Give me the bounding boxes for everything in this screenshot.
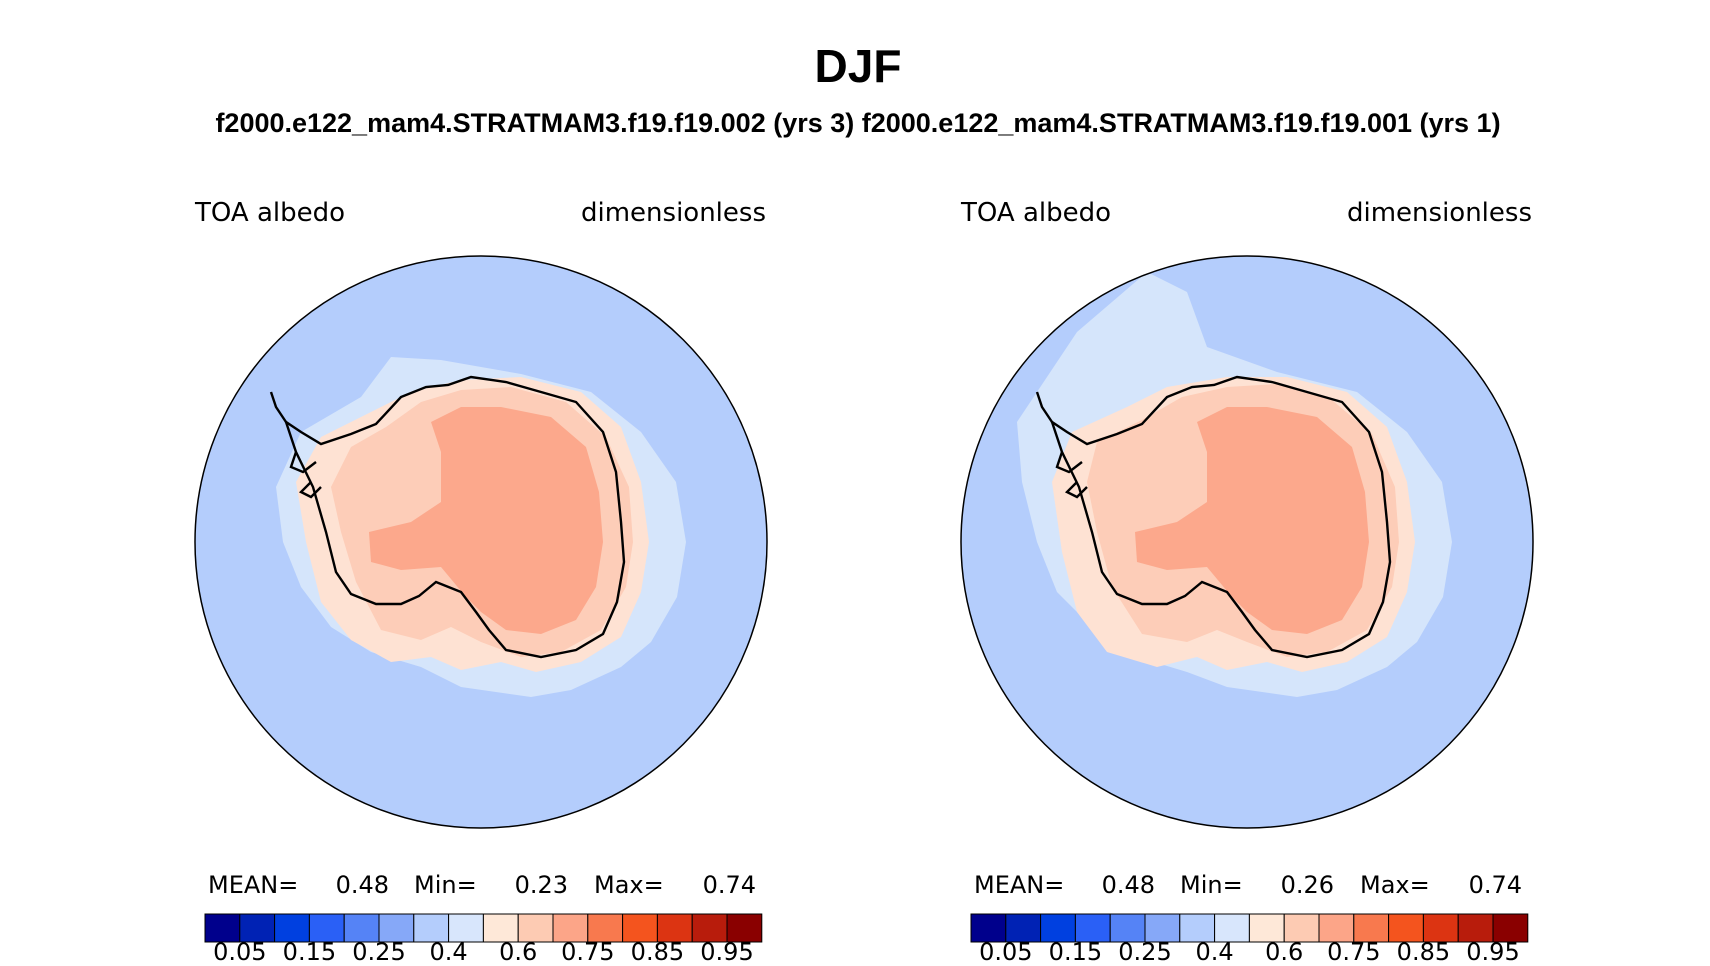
colorbar-box [517,913,554,943]
colorbar-box [1109,913,1146,943]
colorbar-box [239,913,276,943]
max-label-left: Max= [594,871,664,899]
colorbar-tick-label: 0.25 [352,938,405,966]
map-boundary-right [960,255,1534,829]
colorbar-box [378,913,415,943]
colorbar-box [1040,913,1076,943]
colorbar-box [274,913,310,943]
colorbar-tick-label: 0.6 [1265,938,1303,966]
stats-row-right: MEAN= 0.48 Min= 0.26 Max= 0.74 [974,871,1522,899]
min-label-right: Min= [1180,871,1243,899]
colorbar-box [1422,913,1459,943]
colorbar-tick-label: 0.6 [499,938,537,966]
polar-map-right [960,255,1534,829]
colorbar-tick-label: 0.25 [1118,938,1171,966]
colorbar-ticks-left: 0.05 0.15 0.25 0.4 0.6 0.75 0.85 0.95 [213,938,754,966]
albedo-plateau-right [1135,407,1369,634]
albedo-plateau-left [369,407,603,634]
polar-map-left [194,255,768,829]
variable-label-right: TOA albedo [960,198,1111,228]
colorbar-tick-label: 0.75 [1327,938,1380,966]
colorbar-box [726,913,763,943]
colorbar-tick-label: 0.4 [430,938,468,966]
antarctic-peninsula-left [269,391,322,499]
colorbar-box [656,913,693,943]
units-label-right: dimensionless [1347,198,1532,228]
max-label-right: Max= [1360,871,1430,899]
figure-subtitle: f2000.e122_mam4.STRATMAM3.f19.f19.002 (y… [215,108,1500,138]
colorbar-ticks-right: 0.05 0.15 0.25 0.4 0.6 0.75 0.85 0.95 [979,938,1520,966]
coastline-right [1049,375,1392,659]
colorbar-box [1318,913,1355,943]
units-label-left: dimensionless [581,198,766,228]
min-value-left: 0.23 [515,871,568,899]
colorbar-tick-label: 0.95 [700,938,753,966]
colorbar-box [552,913,589,943]
colorbar-box [622,913,658,943]
coastline-left [283,375,626,659]
figure-title: DJF [815,40,902,92]
min-label-left: Min= [414,871,477,899]
colorbar-box [413,913,450,943]
max-value-right: 0.74 [1469,871,1522,899]
colorbar-box [1144,913,1181,943]
colorbar-tick-label: 0.05 [979,938,1032,966]
variable-label-left: TOA albedo [194,198,345,228]
colorbar-tick-label: 0.05 [213,938,266,966]
stats-row-left: MEAN= 0.48 Min= 0.23 Max= 0.74 [208,871,756,899]
colorbar-left [204,913,763,943]
panel-right: TOA albedo dimensionless MEAN= 0.48 Min=… [960,198,1534,966]
colorbar-box [308,913,345,943]
colorbar-tick-label: 0.4 [1196,938,1234,966]
colorbar-box [1388,913,1424,943]
colorbar-tick-label: 0.95 [1466,938,1519,966]
colorbar-box [1248,913,1285,943]
colorbar-box [1492,913,1529,943]
mean-value-right: 0.48 [1102,871,1155,899]
colorbar-box [1214,913,1250,943]
colorbar-box [343,913,380,943]
mean-value-left: 0.48 [336,871,389,899]
colorbar-box [1353,913,1390,943]
colorbar-tick-label: 0.15 [283,938,336,966]
mean-label-right: MEAN= [974,871,1064,899]
map-boundary-left [194,255,768,829]
max-value-left: 0.74 [703,871,756,899]
colorbar-box [1074,913,1111,943]
mean-label-left: MEAN= [208,871,298,899]
colorbar-tick-label: 0.75 [561,938,614,966]
colorbar-box [482,913,519,943]
panel-left: TOA albedo dimensionless MEAN= 0.48 Min=… [194,198,768,966]
antarctic-peninsula-right [1035,391,1088,499]
colorbar-tick-label: 0.85 [631,938,684,966]
colorbar-tick-label: 0.85 [1397,938,1450,966]
colorbar-right [970,913,1529,943]
min-value-right: 0.26 [1281,871,1334,899]
colorbar-tick-label: 0.15 [1049,938,1102,966]
